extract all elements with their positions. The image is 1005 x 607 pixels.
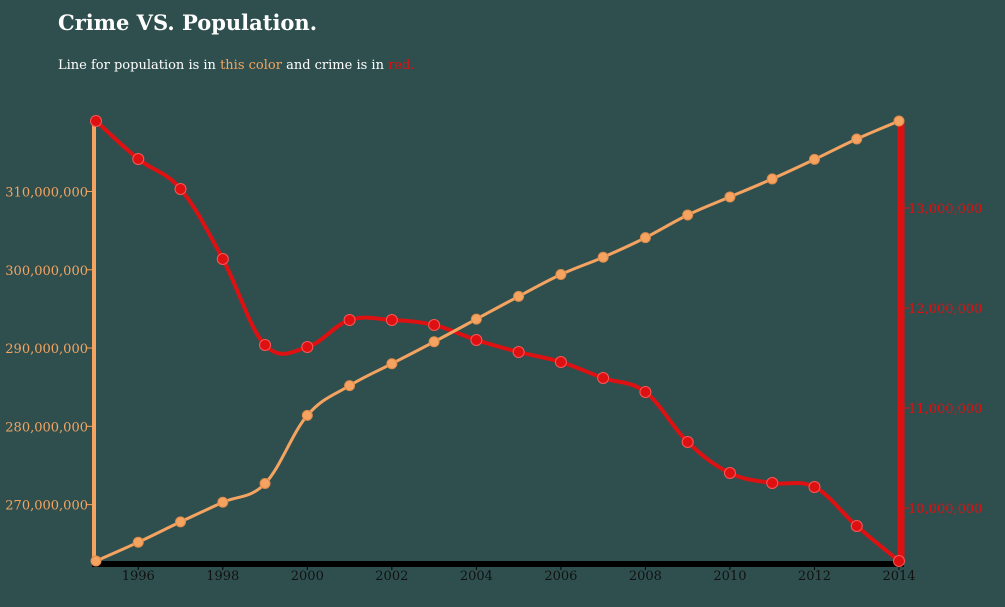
crime-point bbox=[343, 314, 356, 326]
x-tick-label: 2010 bbox=[713, 569, 746, 584]
crime-point bbox=[259, 339, 272, 351]
population-point bbox=[597, 251, 609, 263]
left-tick-label: 310,000,000 bbox=[5, 185, 88, 200]
x-tick-label: 2004 bbox=[460, 569, 493, 584]
points-layer bbox=[90, 115, 905, 567]
subtitle-prefix: Line for population is in bbox=[58, 58, 221, 73]
crime-point bbox=[639, 386, 652, 398]
crime-point bbox=[554, 356, 567, 368]
crime-point bbox=[216, 253, 229, 265]
x-tick-label: 2014 bbox=[882, 569, 915, 584]
population-point bbox=[808, 153, 820, 165]
chart-title: Crime VS. Population. bbox=[58, 10, 318, 35]
crime-point bbox=[681, 436, 694, 448]
crime-point bbox=[470, 334, 483, 346]
x-tick-label: 1996 bbox=[122, 569, 155, 584]
left-tick-label: 270,000,000 bbox=[5, 499, 88, 514]
lines-layer bbox=[94, 119, 901, 563]
population-point bbox=[301, 409, 313, 421]
population-point bbox=[766, 173, 778, 185]
crime-point bbox=[174, 183, 187, 195]
crime-point bbox=[512, 346, 525, 358]
crime-point bbox=[428, 319, 441, 331]
population-point bbox=[90, 555, 102, 567]
right-tick-label: 11,000,000 bbox=[908, 402, 982, 417]
x-tick-label: 2002 bbox=[375, 569, 408, 584]
chart-subtitle: Line for population is in this color and… bbox=[58, 58, 414, 73]
population-point bbox=[259, 477, 271, 489]
crime-point bbox=[597, 372, 610, 384]
population-point bbox=[513, 290, 525, 302]
population-point bbox=[555, 268, 567, 280]
population-point bbox=[428, 336, 440, 348]
population-point bbox=[639, 232, 651, 244]
crime-point bbox=[723, 467, 736, 479]
left-tick-label: 280,000,000 bbox=[5, 420, 88, 435]
x-tick-label: 1998 bbox=[206, 569, 239, 584]
population-point bbox=[132, 536, 144, 548]
crime-line bbox=[94, 119, 901, 563]
x-tick-label: 2006 bbox=[544, 569, 577, 584]
crime-point bbox=[90, 115, 102, 127]
crime-point bbox=[766, 477, 779, 489]
left-tick-label: 300,000,000 bbox=[5, 264, 88, 279]
subtitle-population-word: this color bbox=[220, 58, 282, 73]
population-point bbox=[344, 380, 356, 392]
axes-layer: 270,000,000 280,000,000 290,000,000 300,000… bbox=[5, 121, 982, 584]
crime-point bbox=[893, 555, 905, 567]
population-point bbox=[470, 313, 482, 325]
x-tick-label: 2000 bbox=[291, 569, 324, 584]
crime-point bbox=[132, 153, 145, 165]
population-point bbox=[851, 133, 863, 145]
population-point bbox=[893, 115, 905, 127]
subtitle-middle: and crime is in bbox=[281, 58, 389, 73]
right-tick-label: 13,000,000 bbox=[908, 202, 982, 217]
population-point bbox=[386, 358, 398, 370]
crime-point bbox=[301, 341, 314, 353]
population-point bbox=[682, 209, 694, 221]
x-tick-label: 2008 bbox=[629, 569, 662, 584]
population-line bbox=[94, 119, 901, 563]
population-point bbox=[724, 191, 736, 203]
right-tick-label: 12,000,000 bbox=[908, 302, 982, 317]
crime-point bbox=[385, 314, 398, 326]
x-tick-label: 2012 bbox=[798, 569, 831, 584]
crime-point bbox=[808, 481, 821, 493]
crime-point bbox=[850, 520, 863, 532]
population-point bbox=[175, 516, 187, 528]
right-tick-label: 10,000,000 bbox=[908, 502, 982, 517]
population-point bbox=[217, 496, 229, 508]
left-tick-label: 290,000,000 bbox=[5, 342, 88, 357]
subtitle-crime-word: red. bbox=[388, 58, 415, 73]
